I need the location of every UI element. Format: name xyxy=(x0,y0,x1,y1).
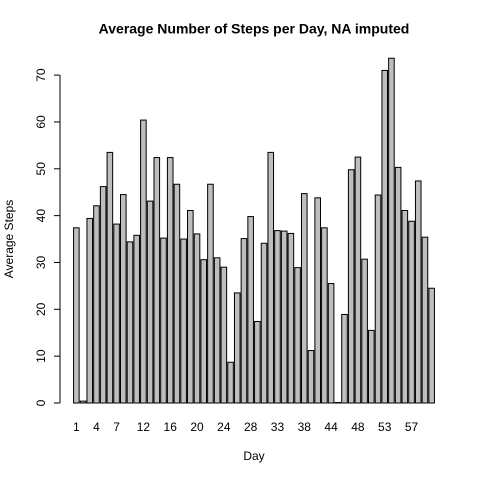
bar xyxy=(207,183,214,404)
x-tick-label: 48 xyxy=(351,420,365,434)
bar xyxy=(227,361,234,404)
y-tick-label: 60 xyxy=(34,115,48,129)
bar xyxy=(287,232,295,404)
x-tick-label: 53 xyxy=(378,420,392,434)
bar xyxy=(146,200,154,404)
y-tick-label: 20 xyxy=(34,302,48,316)
bar xyxy=(220,266,228,404)
x-tick-label: 4 xyxy=(93,420,100,434)
bar xyxy=(140,119,147,404)
bar xyxy=(187,209,194,404)
y-axis-label: Average Steps xyxy=(2,200,16,279)
bar xyxy=(260,242,268,404)
bar xyxy=(300,193,308,404)
bar xyxy=(294,267,301,404)
bar xyxy=(394,166,402,404)
bar xyxy=(200,259,208,404)
bar xyxy=(428,287,435,404)
bar xyxy=(99,186,107,404)
bar xyxy=(160,237,167,404)
x-tick-label: 28 xyxy=(244,420,258,434)
bar xyxy=(106,151,114,404)
y-tick-label: 0 xyxy=(34,399,48,406)
bar xyxy=(354,156,362,404)
y-tick-label: 10 xyxy=(34,349,48,363)
bar xyxy=(401,209,409,404)
bar xyxy=(247,216,254,404)
bar xyxy=(414,180,422,404)
bar xyxy=(86,217,94,404)
x-tick-label: 7 xyxy=(113,420,120,434)
bar xyxy=(388,57,395,404)
bar xyxy=(240,238,248,404)
bar xyxy=(133,234,140,404)
bar xyxy=(421,236,429,404)
bar xyxy=(408,220,415,404)
x-axis-label: Day xyxy=(243,449,264,463)
y-tick-label: 40 xyxy=(34,209,48,223)
x-tick-label: 38 xyxy=(298,420,312,434)
bar xyxy=(347,169,355,404)
x-tick-label: 44 xyxy=(324,420,338,434)
x-tick-label: 33 xyxy=(271,420,285,434)
x-tick-label: 24 xyxy=(217,420,231,434)
chart-title: Average Number of Steps per Day, NA impu… xyxy=(99,21,410,37)
bar xyxy=(314,197,321,404)
bar xyxy=(79,400,87,404)
x-tick-label: 1 xyxy=(73,420,80,434)
y-tick-label: 50 xyxy=(34,162,48,176)
x-tick-label: 57 xyxy=(405,420,419,434)
bar xyxy=(193,233,201,404)
y-tick-label: 70 xyxy=(34,68,48,82)
x-tick-label: 20 xyxy=(190,420,204,434)
bar xyxy=(153,157,161,404)
bar xyxy=(113,223,120,404)
bar xyxy=(173,183,181,404)
bar xyxy=(321,227,328,404)
bar xyxy=(126,241,134,404)
bar xyxy=(73,227,80,404)
bar xyxy=(233,292,241,404)
bar xyxy=(274,230,281,404)
bar xyxy=(361,258,368,404)
x-tick-label: 12 xyxy=(137,420,151,434)
bar xyxy=(213,257,221,404)
bar xyxy=(381,69,389,404)
bar xyxy=(327,283,335,404)
x-tick-label: 16 xyxy=(164,420,178,434)
bar xyxy=(93,205,100,404)
bar xyxy=(374,194,382,404)
bar xyxy=(341,313,348,404)
bar xyxy=(368,329,375,404)
y-tick-label: 30 xyxy=(34,255,48,269)
bar xyxy=(267,151,275,404)
bar xyxy=(307,350,315,404)
bar xyxy=(166,157,174,404)
bar xyxy=(280,230,288,404)
bar xyxy=(180,238,187,404)
bar xyxy=(119,194,127,404)
bar xyxy=(254,320,261,404)
